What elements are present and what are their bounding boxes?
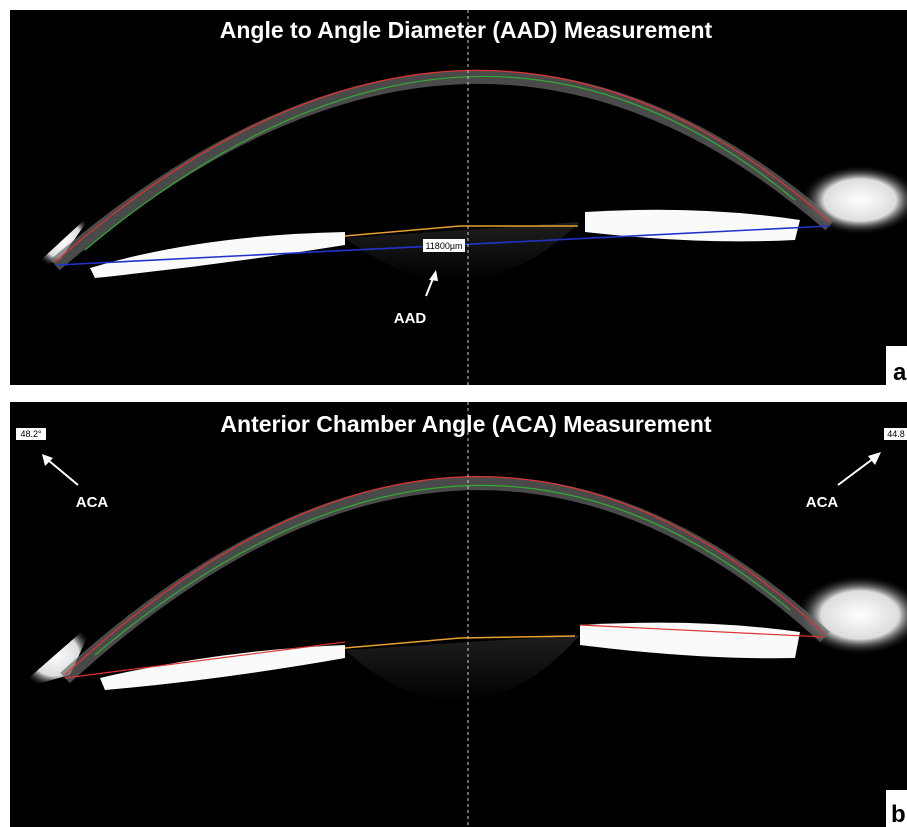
- panel-title: Angle to Angle Diameter (AAD) Measuremen…: [220, 17, 713, 43]
- right-value: 44.8: [887, 429, 905, 439]
- panel-b: Anterior Chamber Angle (ACA) Measurement…: [10, 402, 907, 827]
- panel-letter: a: [893, 359, 907, 386]
- panel-a: 11800µm AAD Angle to Angle Diameter (AAD…: [10, 10, 907, 386]
- measurement-label: 11800µm: [425, 241, 462, 251]
- left-value: 48.2°: [20, 429, 42, 439]
- arrow-label: ACA: [76, 494, 109, 511]
- panel-title: Anterior Chamber Angle (ACA) Measurement: [220, 411, 712, 437]
- arrow-label: AAD: [394, 310, 427, 327]
- figure: 11800µm AAD Angle to Angle Diameter (AAD…: [0, 0, 907, 827]
- panel-letter: b: [891, 801, 906, 827]
- arrow-label: ACA: [806, 494, 839, 511]
